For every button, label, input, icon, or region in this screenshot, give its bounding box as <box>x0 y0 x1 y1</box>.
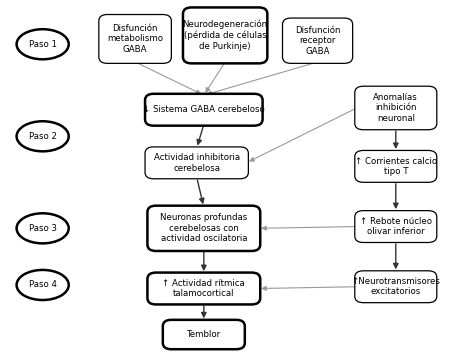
Text: ↑ Rebote núcleo
olivar inferior: ↑ Rebote núcleo olivar inferior <box>360 217 432 236</box>
Text: Disfunción
receptor
GABA: Disfunción receptor GABA <box>295 26 340 56</box>
Text: Actividad inhibitoria
cerebelosa: Actividad inhibitoria cerebelosa <box>154 153 240 172</box>
Text: ↓ Sistema GABA cerebeloso: ↓ Sistema GABA cerebeloso <box>143 105 264 114</box>
FancyBboxPatch shape <box>147 273 260 304</box>
Text: Paso 2: Paso 2 <box>28 132 57 141</box>
Text: Anomalías
inhibición
neuronal: Anomalías inhibición neuronal <box>374 93 418 123</box>
Ellipse shape <box>17 29 69 59</box>
FancyBboxPatch shape <box>145 94 263 126</box>
FancyBboxPatch shape <box>145 147 248 179</box>
FancyBboxPatch shape <box>163 320 245 349</box>
FancyBboxPatch shape <box>355 86 437 130</box>
Ellipse shape <box>17 213 69 244</box>
Text: Paso 1: Paso 1 <box>28 40 57 49</box>
FancyBboxPatch shape <box>283 18 353 63</box>
FancyBboxPatch shape <box>355 271 437 303</box>
Ellipse shape <box>17 121 69 152</box>
FancyBboxPatch shape <box>355 211 437 242</box>
FancyBboxPatch shape <box>183 7 267 63</box>
FancyBboxPatch shape <box>147 206 260 251</box>
Text: Disfunción
metabolismo
GABA: Disfunción metabolismo GABA <box>107 24 163 54</box>
Text: Paso 4: Paso 4 <box>28 280 57 290</box>
Text: Paso 3: Paso 3 <box>28 224 57 233</box>
Text: Neurodegeneración
(pérdida de células
de Purkinje): Neurodegeneración (pérdida de células de… <box>182 20 268 51</box>
Ellipse shape <box>17 270 69 300</box>
Text: Temblor: Temblor <box>187 330 221 339</box>
Text: ↑ Corrientes calcio
tipo T: ↑ Corrientes calcio tipo T <box>355 157 437 176</box>
Text: ↑ Actividad rítmica
talamocortical: ↑ Actividad rítmica talamocortical <box>163 279 245 298</box>
Text: ↑Neurotransmisores
excitatorios: ↑Neurotransmisores excitatorios <box>351 277 440 296</box>
FancyBboxPatch shape <box>99 15 171 63</box>
FancyBboxPatch shape <box>355 150 437 182</box>
Text: Neuronas profundas
cerebelosas con
actividad oscilatoria: Neuronas profundas cerebelosas con activ… <box>160 213 247 243</box>
